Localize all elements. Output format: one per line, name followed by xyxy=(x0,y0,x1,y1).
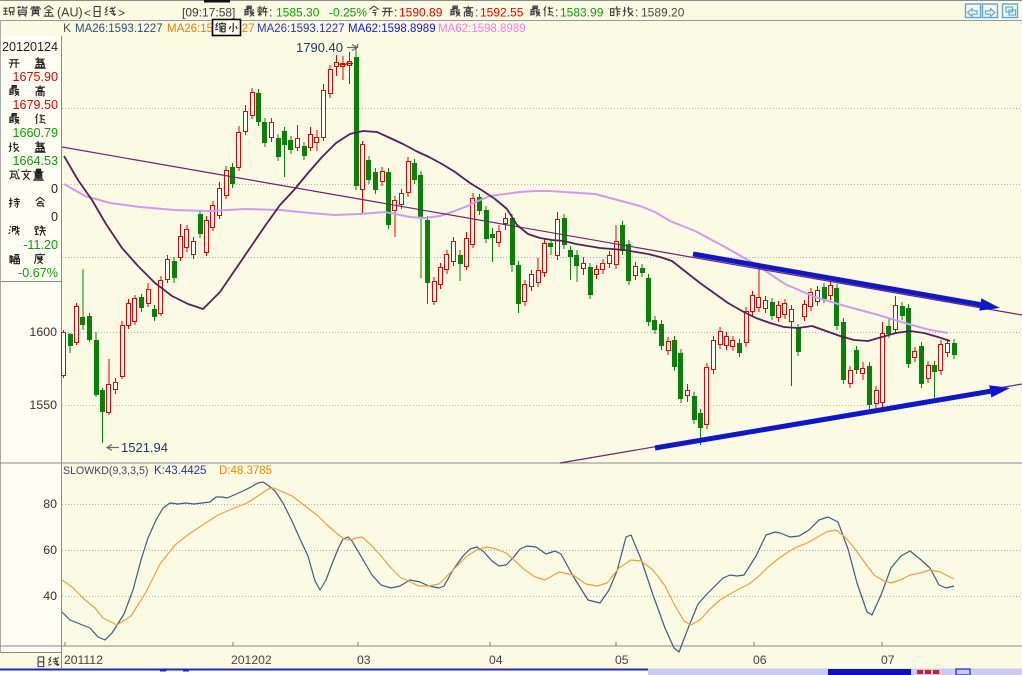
svg-text:05: 05 xyxy=(615,653,629,667)
svg-text:(AU): (AU) xyxy=(57,6,83,20)
svg-text:1585.30: 1585.30 xyxy=(276,6,320,20)
svg-text:-0.67%: -0.67% xyxy=(18,266,58,280)
svg-text:80: 80 xyxy=(43,497,57,511)
svg-text:K: K xyxy=(63,21,71,35)
svg-text:MA26:1593.1227: MA26:1593.1227 xyxy=(167,23,255,35)
svg-text:1590.89: 1590.89 xyxy=(399,6,443,20)
svg-text::: : xyxy=(394,6,397,20)
svg-text:MA62:1598.8989: MA62:1598.8989 xyxy=(348,23,436,35)
svg-text:60: 60 xyxy=(43,543,57,557)
svg-text:06: 06 xyxy=(753,653,767,667)
svg-text:1521.94: 1521.94 xyxy=(121,440,168,455)
svg-text:201112: 201112 xyxy=(64,653,103,667)
svg-text:201202: 201202 xyxy=(231,653,272,667)
svg-text:-0.25%: -0.25% xyxy=(329,6,367,20)
svg-text:MA26:1593.1227: MA26:1593.1227 xyxy=(257,23,345,35)
svg-text:0: 0 xyxy=(51,182,58,196)
svg-text:04: 04 xyxy=(489,653,503,667)
svg-text:SLOWKD(9,3,3,5): SLOWKD(9,3,3,5) xyxy=(63,465,148,477)
svg-text:1679.50: 1679.50 xyxy=(12,98,58,112)
svg-text:1790.40: 1790.40 xyxy=(296,40,343,55)
svg-text:03: 03 xyxy=(357,653,371,667)
svg-text:1664.53: 1664.53 xyxy=(12,154,58,168)
svg-text:1583.99: 1583.99 xyxy=(560,6,604,20)
svg-text:1550: 1550 xyxy=(29,398,57,412)
svg-text:20120124: 20120124 xyxy=(2,40,58,54)
svg-text:-11.20: -11.20 xyxy=(23,238,58,252)
svg-text:<: < xyxy=(84,6,91,20)
svg-text:MA62:1598.8989: MA62:1598.8989 xyxy=(438,23,526,35)
svg-text::: : xyxy=(555,6,558,20)
svg-text::: : xyxy=(269,6,272,20)
svg-text::: : xyxy=(475,6,478,20)
svg-text:07: 07 xyxy=(881,653,895,667)
svg-text:1589.20: 1589.20 xyxy=(641,6,685,20)
svg-text:1660.79: 1660.79 xyxy=(12,126,58,140)
svg-text:MA26:1593.1227: MA26:1593.1227 xyxy=(75,23,163,35)
svg-text:1675.90: 1675.90 xyxy=(12,70,58,84)
svg-text:1600: 1600 xyxy=(29,325,57,339)
svg-text:1592.55: 1592.55 xyxy=(480,6,524,20)
svg-text:0: 0 xyxy=(51,210,58,224)
svg-text:K:43.4425: K:43.4425 xyxy=(154,465,206,477)
svg-text:[09:17:58]: [09:17:58] xyxy=(182,6,235,20)
svg-text:D:48.3785: D:48.3785 xyxy=(219,465,272,477)
svg-text:>: > xyxy=(118,6,125,20)
svg-text:40: 40 xyxy=(43,589,57,603)
svg-text::: : xyxy=(635,6,638,20)
